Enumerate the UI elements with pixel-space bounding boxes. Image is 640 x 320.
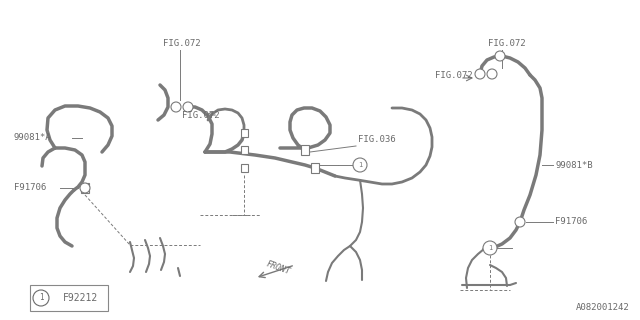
Bar bbox=[241, 146, 248, 154]
Circle shape bbox=[483, 241, 497, 255]
Circle shape bbox=[33, 290, 49, 306]
Circle shape bbox=[183, 102, 193, 112]
Text: 1: 1 bbox=[358, 162, 362, 168]
Circle shape bbox=[475, 69, 485, 79]
Text: F91706: F91706 bbox=[555, 218, 588, 227]
Text: 1: 1 bbox=[38, 293, 44, 302]
Circle shape bbox=[515, 217, 525, 227]
Bar bbox=[311, 163, 319, 173]
Text: FIG.072: FIG.072 bbox=[182, 110, 220, 119]
Circle shape bbox=[80, 183, 90, 193]
Circle shape bbox=[487, 69, 497, 79]
Text: 1: 1 bbox=[488, 245, 492, 251]
Text: A082001242: A082001242 bbox=[576, 303, 630, 312]
Bar bbox=[81, 183, 89, 193]
Bar bbox=[301, 145, 309, 155]
Text: 99081*B: 99081*B bbox=[555, 161, 593, 170]
Circle shape bbox=[171, 102, 181, 112]
Text: F92212: F92212 bbox=[62, 293, 98, 303]
Bar bbox=[241, 164, 248, 172]
Text: FIG.036: FIG.036 bbox=[358, 135, 396, 145]
Text: FIG.072: FIG.072 bbox=[488, 39, 525, 49]
Circle shape bbox=[495, 51, 505, 61]
Bar bbox=[30, 285, 108, 311]
Text: 99081*A: 99081*A bbox=[14, 133, 52, 142]
Text: FIG.072: FIG.072 bbox=[435, 70, 472, 79]
Text: F91706: F91706 bbox=[14, 183, 46, 193]
Text: FRONT: FRONT bbox=[265, 260, 291, 276]
Bar bbox=[241, 129, 248, 137]
Text: FIG.072: FIG.072 bbox=[163, 39, 200, 49]
Circle shape bbox=[353, 158, 367, 172]
